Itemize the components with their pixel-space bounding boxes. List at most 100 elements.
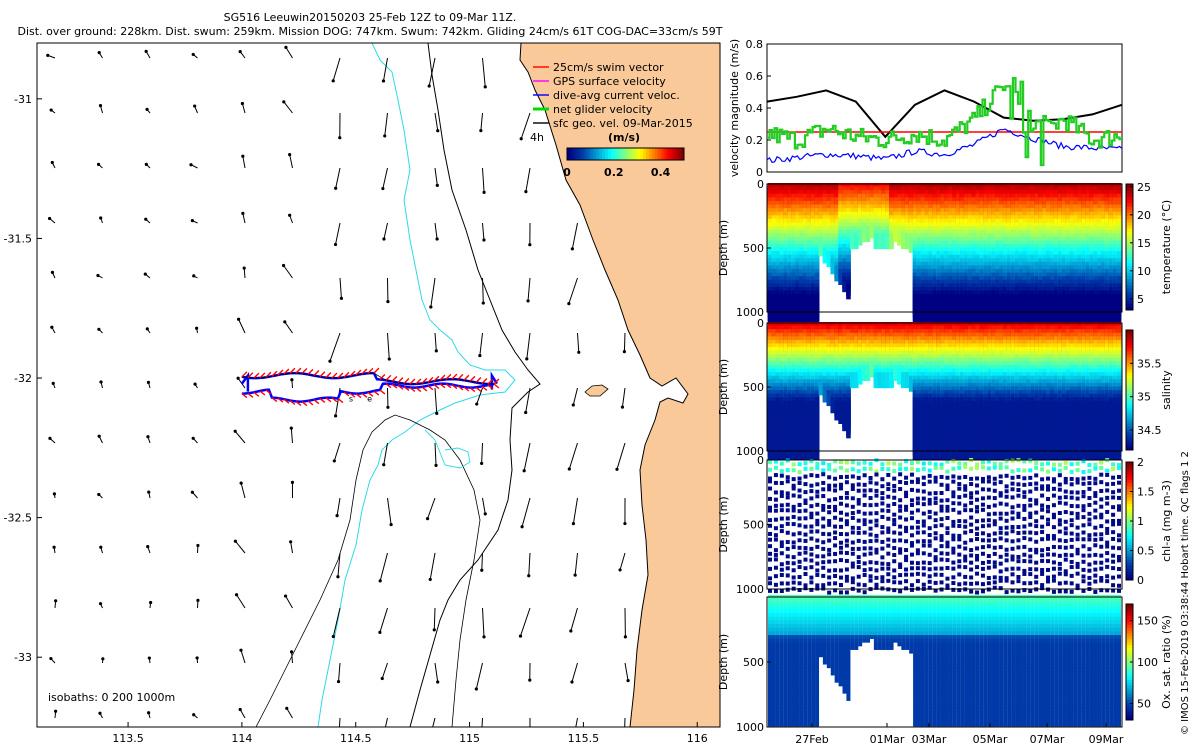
geo-velocity-vector bbox=[289, 650, 294, 664]
geo-velocity-vector bbox=[241, 154, 246, 169]
chl_a-cbar-tick-label: 1.5 bbox=[1137, 486, 1155, 499]
legend-time-label: 4h bbox=[530, 131, 544, 144]
oxygen-profiles bbox=[768, 595, 1121, 727]
geo-velocity-vector bbox=[282, 100, 293, 114]
geo-velocity-vector bbox=[193, 382, 198, 389]
geo-velocity-vector bbox=[624, 717, 626, 727]
geo-velocity-vector bbox=[481, 717, 483, 727]
velocity-ytick-label: 0.4 bbox=[746, 102, 764, 115]
salinity-cbar-tick-label: 35.5 bbox=[1137, 357, 1162, 370]
isobath-1000m bbox=[255, 414, 481, 727]
geo-velocity-vector bbox=[239, 481, 246, 499]
temperature-profiles bbox=[767, 183, 1122, 325]
chl_a-ytick-label: 0 bbox=[757, 454, 764, 467]
speed-colorbar bbox=[566, 147, 685, 161]
chl_a-ytick-label: 1000 bbox=[736, 583, 764, 596]
track-net-line bbox=[241, 372, 494, 385]
geo-velocity-vector bbox=[384, 717, 388, 727]
geo-velocity-vector bbox=[46, 53, 56, 59]
colorbar-tick-label: 0 bbox=[563, 166, 571, 179]
geo-velocity-vector bbox=[334, 167, 341, 190]
geo-velocity-vector bbox=[432, 717, 436, 727]
time-xtick-label: 01Mar bbox=[870, 733, 905, 746]
geo-velocity-vector bbox=[331, 57, 341, 83]
plot-title-line2: Dist. over ground: 228km. Dist. swum: 25… bbox=[17, 25, 723, 38]
geo-velocity-vector bbox=[238, 707, 246, 719]
geo-velocity-vector bbox=[519, 112, 531, 141]
geo-velocity-vector bbox=[233, 539, 246, 554]
geo-velocity-vector bbox=[190, 219, 198, 224]
track-marker-e: e bbox=[367, 395, 372, 404]
salinity-ytick-label: 1000 bbox=[736, 445, 764, 458]
temperature-cbar-tick-label: 25 bbox=[1137, 181, 1151, 194]
velocity-ytick-label: 0.6 bbox=[746, 70, 764, 83]
imos-timestamp: © IMOS 15-Feb-2019 03:38:44 Hobart time.… bbox=[1180, 451, 1191, 735]
geo-velocity-vector bbox=[144, 49, 151, 59]
geo-velocity-vector bbox=[145, 107, 151, 114]
geo-velocity-vector bbox=[386, 277, 390, 304]
geo-velocity-vector bbox=[526, 277, 531, 303]
geo-velocity-vector bbox=[623, 607, 627, 639]
geo-velocity-vector bbox=[522, 442, 531, 473]
geo-velocity-vector bbox=[328, 332, 341, 363]
oxygen-cbar-label: Ox. sat. ratio (%) bbox=[1160, 615, 1173, 709]
geo-velocity-vector bbox=[52, 545, 56, 554]
geo-velocity-vector bbox=[338, 717, 341, 727]
geo-velocity-vector bbox=[529, 717, 531, 727]
geo-velocity-vector bbox=[615, 442, 626, 471]
chlorophyll-panel: 0 500 1000 Depth (m) 0 0.5 1 1.5 2 chl-a (mg m-3) bbox=[717, 454, 1173, 596]
colorbar-unit-label: (m/s) bbox=[608, 131, 640, 144]
geo-velocity-vector bbox=[288, 213, 293, 224]
geo-velocity-vector bbox=[241, 211, 246, 224]
oxygen-ylabel: Depth (m) bbox=[717, 634, 730, 690]
geo-velocity-vector bbox=[479, 112, 483, 133]
geo-velocity-vector bbox=[482, 497, 487, 516]
geo-velocity-vector bbox=[482, 167, 486, 194]
geo-velocity-vector bbox=[96, 273, 103, 279]
geo-velocity-vector bbox=[50, 325, 56, 334]
geo-velocity-vector bbox=[569, 607, 578, 633]
geo-velocity-vector bbox=[50, 270, 56, 279]
geo-velocity-vector bbox=[623, 497, 627, 526]
temperature-cbar-tick-label: 20 bbox=[1137, 209, 1151, 222]
geo-velocity-vector bbox=[382, 442, 388, 467]
geo-velocity-vector bbox=[146, 545, 151, 554]
geo-velocity-vector bbox=[620, 387, 626, 409]
velocity-ytick-label: 0 bbox=[756, 166, 763, 179]
geo-velocity-vector bbox=[336, 552, 341, 579]
land-mass bbox=[519, 43, 720, 727]
geo-velocity-vector bbox=[234, 593, 246, 609]
geo-velocity-vector bbox=[240, 101, 246, 114]
geo-velocity-vector bbox=[189, 163, 198, 169]
geo-velocity-vector bbox=[570, 662, 578, 684]
geo-velocity-vector bbox=[383, 112, 388, 138]
oxygen-cbar-tick-label: 100 bbox=[1137, 656, 1158, 669]
time-xtick-label: 05Mar bbox=[973, 733, 1008, 746]
geo-velocity-vector bbox=[288, 152, 293, 169]
chl_a-profiles bbox=[768, 458, 1121, 595]
velocity-ytick-label: 0.8 bbox=[746, 38, 764, 51]
geo-velocity-vector bbox=[336, 662, 341, 684]
geo-velocity-vector bbox=[380, 662, 388, 681]
oxygen-ytick-label: 1000 bbox=[736, 721, 764, 734]
temperature-colorbar: 5 10 15 20 25 bbox=[1125, 181, 1151, 311]
oxygen-colorbar: 50 100 150 bbox=[1125, 603, 1158, 721]
salinity-cbar-tick-label: 35 bbox=[1137, 391, 1151, 404]
geo-velocity-vector bbox=[283, 594, 293, 609]
geo-velocity-vector bbox=[475, 387, 483, 406]
geo-velocity-vector bbox=[281, 263, 293, 279]
geo-velocity-vector bbox=[482, 222, 486, 242]
geo-velocity-vector bbox=[98, 602, 103, 609]
geo-velocity-vector bbox=[528, 662, 532, 682]
geo-velocity-vector bbox=[474, 662, 483, 691]
geo-velocity-vector bbox=[50, 160, 56, 169]
geo-velocity-vector bbox=[99, 545, 103, 554]
geo-velocity-vector bbox=[284, 45, 293, 59]
geo-velocity-vector bbox=[333, 222, 341, 247]
geo-velocity-vector bbox=[99, 216, 103, 224]
geo-velocity-vector bbox=[571, 497, 578, 526]
velocity-magnitude-panel: 0 0.2 0.4 0.6 0.8 velocity magnitude (m/s) bbox=[728, 38, 1124, 179]
legend-entry: net glider velocity bbox=[553, 103, 653, 116]
